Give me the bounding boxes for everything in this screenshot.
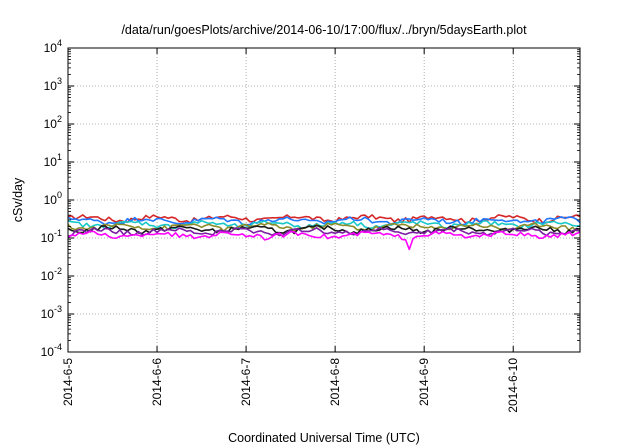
y-tick-label: 100 (44, 190, 62, 207)
y-tick-label: 104 (44, 38, 62, 55)
x-tick-label: 2014-6-10 (506, 358, 520, 413)
x-tick-label: 2014-6-9 (417, 358, 431, 406)
y-tick-label: 10-2 (41, 266, 62, 283)
y-tick-label: 10-3 (41, 304, 62, 321)
y-tick-label: 10-4 (41, 342, 62, 359)
grid (68, 48, 580, 352)
x-tick-label: 2014-6-5 (61, 358, 75, 406)
series-line (67, 226, 581, 237)
x-tick-label: 2014-6-6 (150, 358, 164, 406)
chart-title: /data/run/goesPlots/archive/2014-06-10/1… (121, 23, 527, 37)
series-line (67, 216, 581, 226)
y-tick-exponent: 1 (57, 152, 62, 162)
y-tick-exponent: 2 (57, 114, 62, 124)
y-tick-label: 10-1 (41, 228, 62, 245)
tick-marks (67, 47, 580, 353)
series-lines (67, 214, 581, 251)
x-tick-labels: 2014-6-5 2014-6-6 2014-6-7 2014-6-8 2014-6-9… (61, 358, 520, 413)
y-tick-exponent: -1 (54, 228, 62, 238)
y-tick-exponent: 3 (57, 76, 62, 86)
y-axis-label: cSv/day (11, 177, 25, 222)
y-tick-label: 103 (44, 76, 62, 93)
y-tick-exponent: 0 (57, 190, 62, 200)
x-tick-label: 2014-6-7 (239, 358, 253, 406)
series-line (67, 230, 581, 251)
y-tick-exponent: 4 (57, 38, 62, 48)
y-tick-exponent: -4 (54, 342, 62, 352)
x-axis-label: Coordinated Universal Time (UTC) (228, 431, 420, 445)
y-tick-label: 101 (44, 152, 62, 169)
series-line (67, 214, 581, 224)
y-tick-exponent: -2 (54, 266, 62, 276)
x-tick-label: 2014-6-8 (328, 358, 342, 406)
y-tick-exponent: -3 (54, 304, 62, 314)
y-tick-label: 102 (44, 114, 62, 131)
